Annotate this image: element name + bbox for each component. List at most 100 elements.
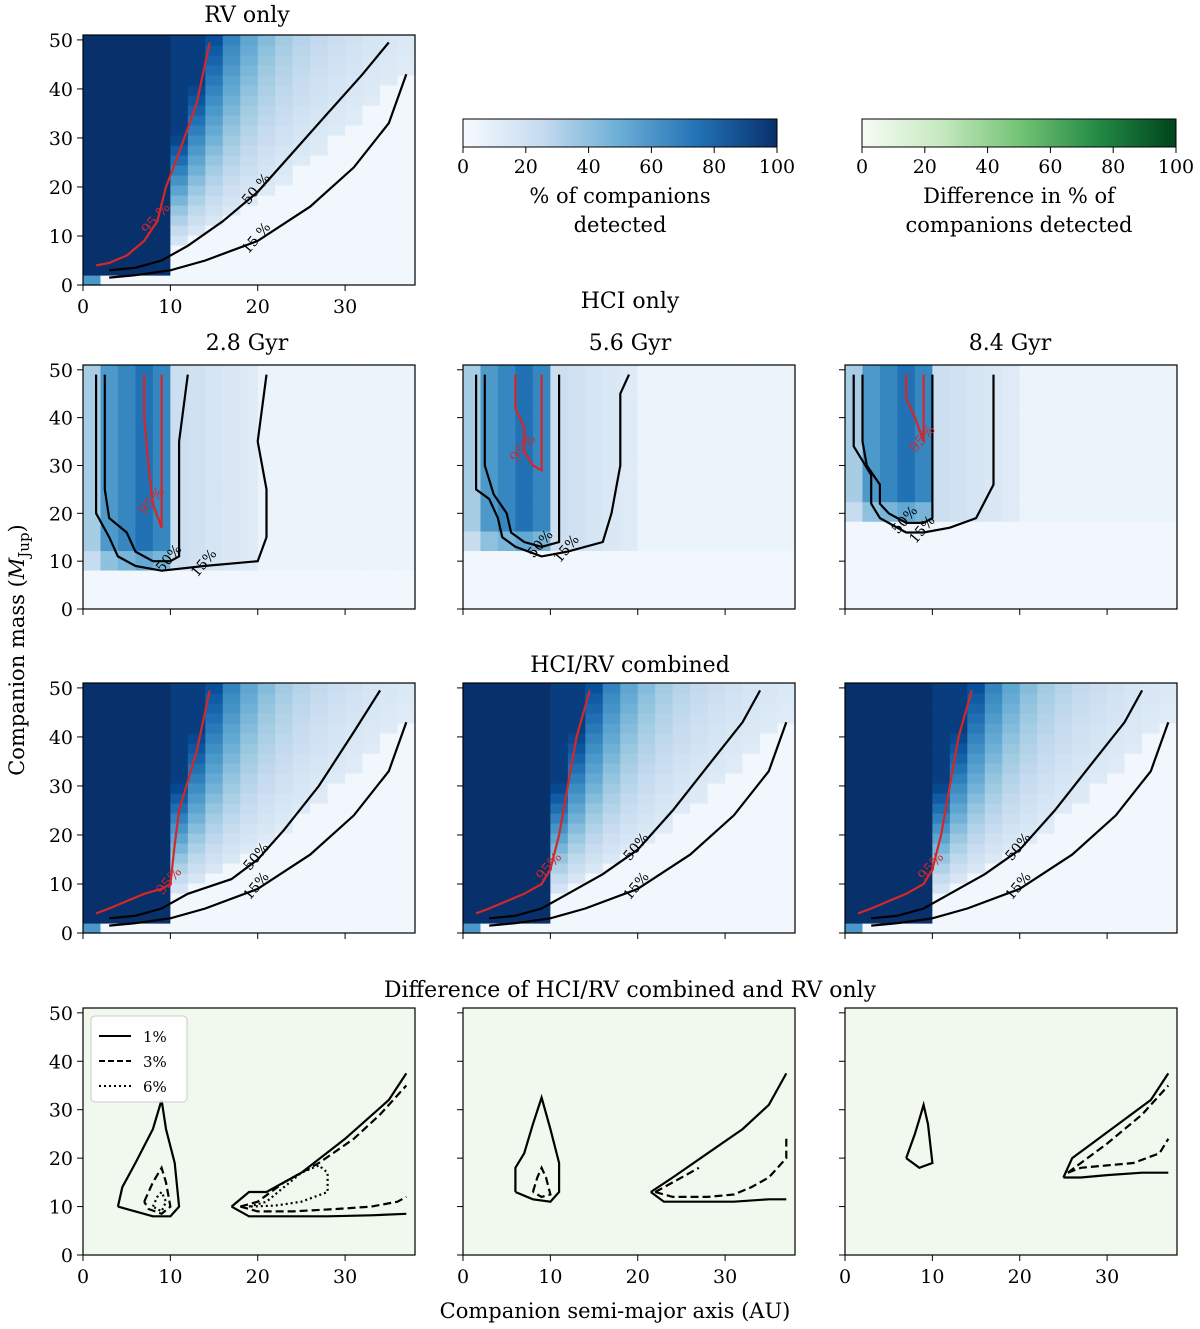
heatmap-cell [655, 394, 674, 405]
heatmap-cell [327, 115, 346, 126]
heatmap-cell [862, 462, 881, 473]
heatmap-cell [725, 365, 744, 376]
heatmap-cell [1142, 384, 1161, 395]
heatmap-cell [170, 903, 189, 914]
heatmap-cell [117, 225, 137, 236]
heatmap-cell [380, 45, 399, 56]
heatmap-cell [397, 713, 416, 724]
heatmap-cell [83, 863, 102, 874]
heatmap-cell [327, 365, 346, 376]
heatmap-cell [932, 1195, 951, 1207]
heatmap-cell [1107, 773, 1126, 784]
heatmap-cell [222, 413, 241, 425]
heatmap-cell [949, 365, 968, 376]
heatmap-cell [1072, 501, 1091, 512]
heatmap-cell [205, 433, 224, 444]
heatmap-cell [515, 883, 534, 894]
heatmap-cell [310, 145, 329, 156]
heatmap-cell [310, 883, 329, 894]
heatmap-cell [897, 530, 916, 542]
heatmap-cell [567, 923, 586, 934]
heatmap-cell [117, 550, 137, 561]
heatmap-cell [515, 723, 534, 734]
heatmap-cell [135, 462, 154, 473]
heatmap-cell [845, 599, 864, 610]
heatmap-cell [100, 125, 119, 136]
heatmap-cell [310, 195, 329, 206]
heatmap-cell [362, 384, 381, 395]
heatmap-cell [117, 713, 137, 724]
heatmap-cell [760, 365, 779, 376]
heatmap-cell [135, 195, 154, 206]
heatmap-cell [222, 275, 241, 286]
heatmap-cell [117, 1195, 137, 1207]
heatmap-cell [292, 1067, 311, 1078]
heatmap-cell [497, 423, 517, 434]
heatmap-cell [760, 579, 779, 591]
heatmap-cell [1037, 743, 1056, 754]
heatmap-cell [170, 365, 189, 376]
heatmap-cell [240, 125, 259, 136]
heatmap-cell [345, 813, 364, 824]
heatmap-cell [327, 883, 346, 894]
heatmap-cell [760, 873, 779, 884]
heatmap-cell [1089, 550, 1108, 561]
heatmap-cell [1002, 893, 1021, 904]
heatmap-cell [170, 913, 189, 924]
heatmap-cell [984, 1067, 1003, 1078]
heatmap-cell [1019, 550, 1038, 561]
heatmap-cell [602, 550, 621, 561]
heatmap-cell [380, 873, 399, 884]
heatmap-cell [655, 452, 674, 464]
heatmap-cell [100, 452, 119, 464]
heatmap-cell [897, 1175, 916, 1187]
heatmap-cell [602, 491, 621, 503]
heatmap-cell [602, 693, 621, 704]
heatmap-cell [480, 1245, 499, 1256]
heatmap-cell [310, 1175, 329, 1187]
y-tick-label: 20 [49, 177, 73, 199]
heatmap-cell [637, 540, 656, 552]
heatmap-cell [585, 1008, 604, 1019]
heatmap-cell [949, 1106, 968, 1118]
title-rv-only: RV only [204, 3, 290, 28]
heatmap-cell [1089, 683, 1108, 694]
heatmap-cell [275, 165, 294, 176]
heatmap-cell [275, 530, 294, 542]
heatmap-cell [760, 1245, 779, 1256]
heatmap-cell [932, 540, 951, 552]
heatmap-cell [567, 1027, 586, 1039]
heatmap-cell [620, 589, 639, 600]
heatmap-cell [1002, 1205, 1021, 1217]
heatmap-cell [1107, 763, 1126, 774]
heatmap-cell [380, 452, 399, 464]
heatmap-cell [1124, 693, 1143, 704]
heatmap-cell [672, 482, 691, 493]
heatmap-cell [380, 482, 399, 493]
heatmap-cell [725, 843, 744, 854]
heatmap-cell [345, 115, 364, 126]
heatmap-cell [567, 723, 586, 734]
heatmap-cell [932, 384, 951, 395]
heatmap-cell [637, 1037, 656, 1049]
heatmap-cell [362, 511, 381, 522]
heatmap-cell [275, 195, 294, 206]
heatmap-cell [310, 723, 329, 734]
heatmap-cell [672, 589, 691, 600]
heatmap-cell [1159, 374, 1178, 386]
heatmap-cell [914, 923, 933, 934]
heatmap-cell [257, 863, 276, 874]
heatmap-cell [777, 923, 796, 934]
heatmap-cell [567, 703, 586, 714]
heatmap-cell [497, 472, 517, 483]
heatmap-cell [862, 873, 881, 884]
heatmap-cell [1107, 569, 1126, 581]
heatmap-cell [1037, 579, 1056, 591]
heatmap-cell [327, 803, 346, 814]
heatmap-cell [292, 165, 311, 176]
heatmap-cell [362, 1215, 381, 1226]
heatmap-cell [742, 1087, 761, 1098]
heatmap-cell [914, 1116, 933, 1128]
heatmap-cell [1124, 540, 1143, 552]
heatmap-cell [620, 1077, 639, 1088]
